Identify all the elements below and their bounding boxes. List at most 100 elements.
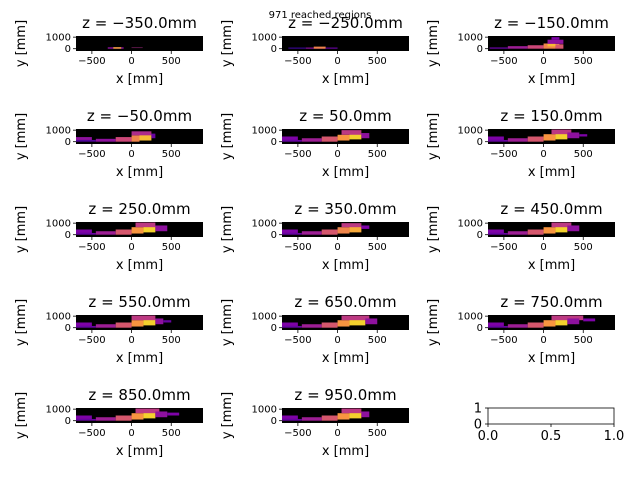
x-tick-label: −500	[490, 149, 517, 160]
heatmap-cell	[551, 222, 572, 228]
x-tick-label: −500	[78, 428, 105, 439]
y-axis-label: y [mm]	[14, 20, 29, 67]
x-tick-label: 500	[162, 56, 181, 67]
x-tick-label: −500	[490, 242, 517, 253]
heatmap-cell	[555, 226, 568, 233]
y-tick-label: 0	[477, 323, 483, 334]
x-tick-label: 500	[368, 149, 387, 160]
x-axis-label: x [mm]	[322, 165, 369, 180]
heatmap-cell	[547, 43, 560, 47]
y-tick-label: 0	[65, 137, 71, 148]
y-tick-label: 0	[271, 137, 277, 148]
heatmap-cell	[488, 325, 508, 328]
y-axis-label: y [mm]	[220, 206, 235, 253]
heatmap-cell	[527, 45, 544, 49]
panel-title: z = −50.0mm	[87, 107, 192, 125]
x-tick-label: −500	[284, 149, 311, 160]
x-tick-label: −500	[490, 335, 517, 346]
heatmap-cell	[543, 320, 556, 327]
heatmap-background	[76, 36, 203, 51]
heatmap-cell	[76, 137, 92, 140]
y-tick-label: 0	[65, 44, 71, 55]
heatmap-cell	[115, 415, 132, 421]
y-tick-label: 1000	[46, 219, 71, 230]
y-tick-label: 0	[477, 44, 483, 55]
heatmap-cell	[282, 229, 298, 233]
panel-title: z = −150.0mm	[494, 14, 609, 32]
heatmap-cell	[301, 324, 322, 328]
x-tick-label: 500	[162, 335, 181, 346]
heatmap-cell	[567, 318, 580, 325]
empty-axes-frame	[487, 407, 615, 425]
y-axis-label: y [mm]	[220, 113, 235, 160]
heatmap-cell	[301, 417, 322, 421]
x-axis-label: x [mm]	[322, 444, 369, 459]
x-axis-label: x [mm]	[116, 165, 163, 180]
y-axis-label: y [mm]	[426, 20, 441, 67]
heatmap-cell	[349, 133, 362, 140]
y-tick-label: 0	[477, 230, 483, 241]
heatmap-cell	[301, 138, 322, 142]
heatmap-cell	[547, 39, 564, 44]
heatmap-cell	[507, 324, 528, 328]
heatmap-cell	[115, 137, 132, 142]
heatmap-cell	[76, 325, 96, 328]
heatmap-cell	[282, 139, 302, 142]
heatmap-cell	[488, 232, 508, 235]
x-tick-label: −500	[78, 335, 105, 346]
heatmap-cell	[135, 222, 156, 228]
heatmap-cell	[131, 47, 143, 49]
heatmap-cell	[135, 408, 160, 414]
x-tick-label: 500	[368, 335, 387, 346]
heatmap-cell	[131, 413, 144, 420]
x-tick-label: −500	[78, 242, 105, 253]
x-axis-label: x [mm]	[322, 72, 369, 87]
x-tick-label: 0	[128, 242, 134, 253]
heatmap-cell	[349, 226, 362, 233]
x-tick-label: 0	[334, 428, 340, 439]
heatmap-cell	[282, 322, 298, 326]
x-tick-label: 500	[162, 242, 181, 253]
x-axis-label: x [mm]	[528, 72, 575, 87]
heatmap-cell	[76, 322, 92, 326]
heatmap-cell	[489, 47, 508, 49]
heatmap-cell	[321, 229, 338, 235]
y-tick-label: 1000	[46, 405, 71, 416]
heatmap-cell	[361, 411, 370, 418]
heatmap-cell	[131, 227, 144, 234]
y-tick-label: 0	[271, 416, 277, 427]
x-tick-label: 0.5	[541, 429, 562, 444]
heatmap-cell	[361, 133, 370, 139]
heatmap-cell	[527, 322, 544, 328]
heatmap-cell	[143, 226, 156, 233]
x-tick-label: 0	[334, 56, 340, 67]
heatmap-cell	[151, 133, 156, 139]
heatmap-cell	[163, 320, 172, 323]
heatmap-cell	[551, 129, 572, 135]
heatmap-cell	[341, 315, 370, 321]
heatmap-cell	[551, 315, 584, 321]
panel-title: z = 750.0mm	[500, 293, 602, 311]
panel-empty: 0.0 0.5 1.0 01	[474, 402, 625, 445]
x-tick-label: 0	[540, 335, 546, 346]
x-tick-label: 0	[128, 335, 134, 346]
x-tick-label: −500	[284, 428, 311, 439]
heatmap-cell	[282, 232, 302, 235]
heatmap-cell	[341, 130, 362, 135]
x-axis-label: x [mm]	[116, 258, 163, 273]
heatmap-cell	[551, 37, 560, 40]
x-axis-label: x [mm]	[528, 351, 575, 366]
panel-title: z = −350.0mm	[82, 14, 197, 32]
heatmap-cell	[167, 412, 180, 416]
panel-title: z = 50.0mm	[299, 107, 392, 125]
heatmap-cell	[341, 408, 362, 414]
heatmap-cell	[507, 231, 528, 235]
heatmap-cell	[76, 229, 92, 233]
